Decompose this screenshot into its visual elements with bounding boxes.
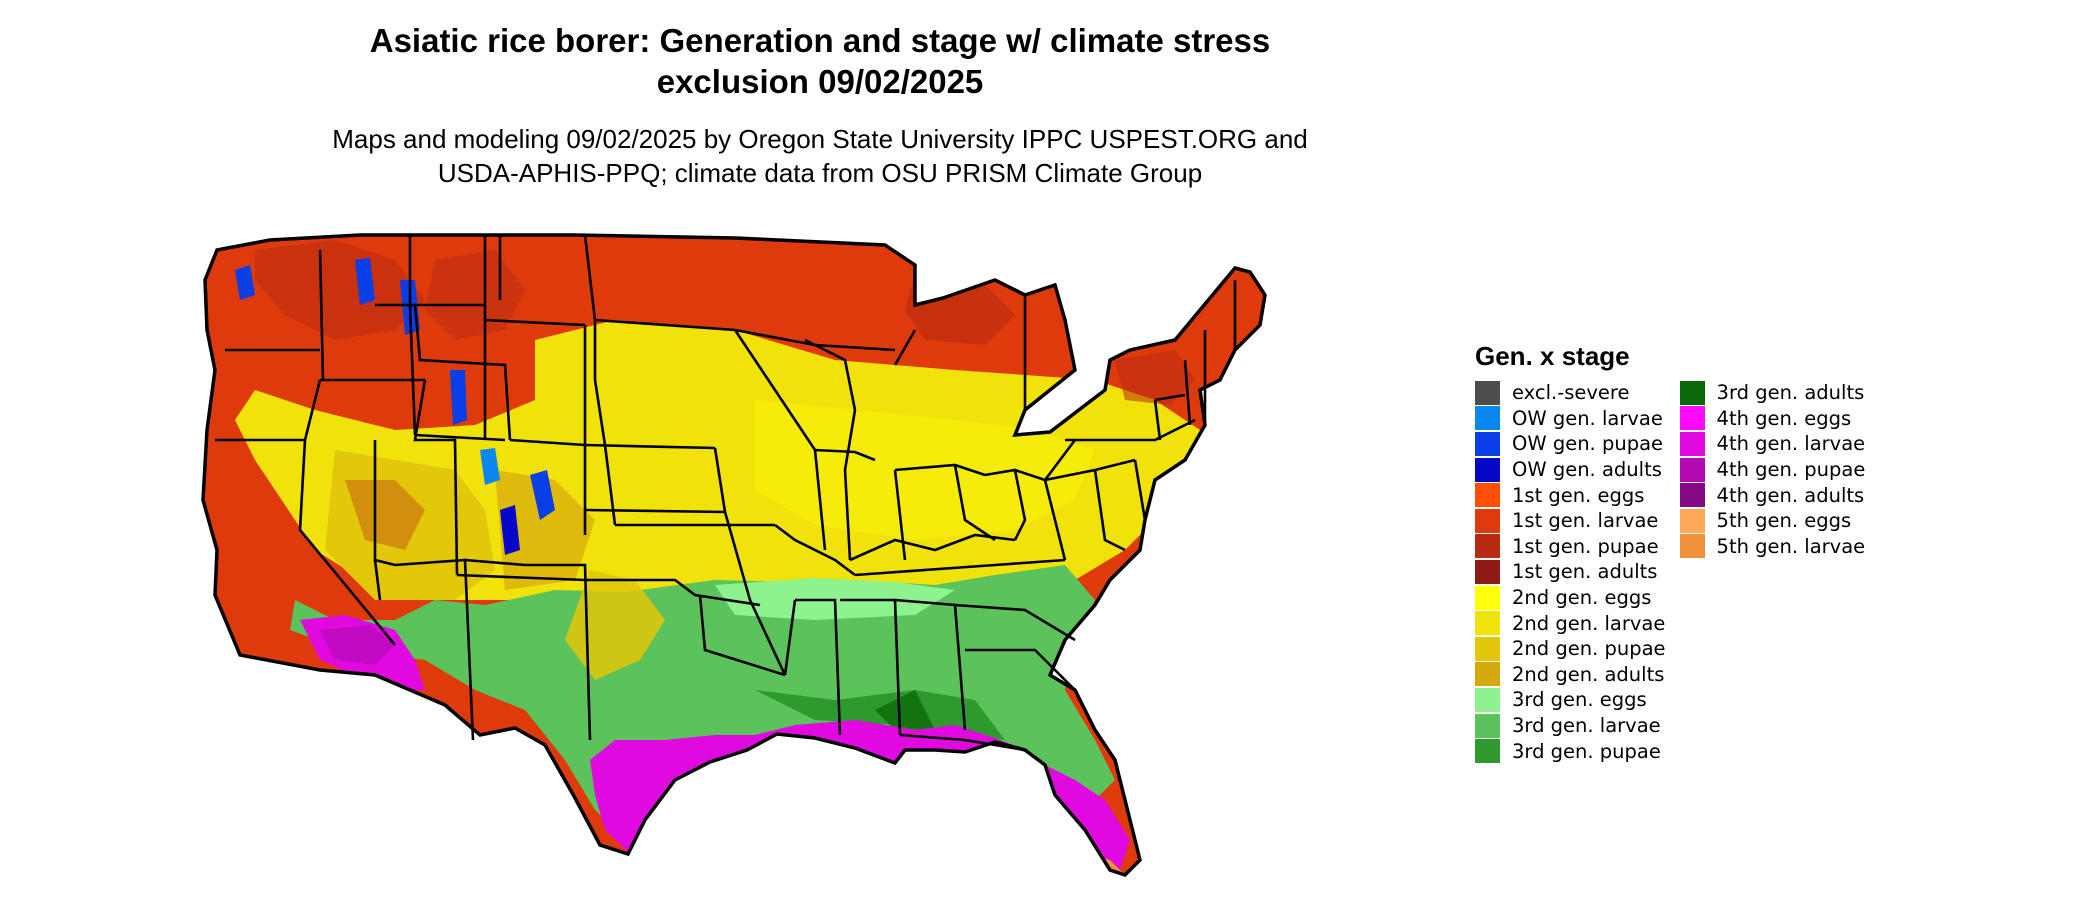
map-subtitle-line-2: USDA-APHIS-PPQ; climate data from OSU PR… [437,158,1203,188]
us-map [201,233,1267,877]
legend-swatch [1475,739,1500,764]
legend-swatch [1475,431,1500,456]
legend-item: 5th gen. larvae [1679,534,1866,560]
legend-title: Gen. x stage [1475,341,1630,371]
legend-item: 3rd gen. adults [1679,380,1866,406]
generation-stage-fill [203,235,1265,875]
legend-column-1: excl.-severe OW gen. larvae OW gen. pupa… [1475,380,1666,764]
legend-label: 2nd gen. larvae [1512,611,1666,635]
legend-label: OW gen. larvae [1512,406,1663,430]
legend-item: 3rd gen. eggs [1475,687,1666,713]
legend-swatch [1679,483,1705,508]
legend-swatch [1475,687,1500,712]
legend-item: 4th gen. adults [1679,482,1866,508]
legend-swatch [1475,585,1500,610]
legend-swatch [1475,483,1500,508]
legend-label: 2nd gen. pupae [1512,637,1666,661]
legend-item: excl.-severe [1475,380,1666,406]
legend-swatch [1475,406,1500,431]
legend-item: 1st gen. pupae [1475,534,1666,560]
legend: Gen. x stage excl.-severe OW gen. larvae… [1475,340,1865,764]
legend-label: 5th gen. larvae [1716,534,1866,558]
legend-item: OW gen. adults [1475,457,1666,483]
legend-swatch [1679,534,1705,559]
map-title: Asiatic rice borer: Generation and stage… [180,20,1460,102]
legend-label: 4th gen. pupae [1716,458,1866,482]
map-subtitle-line-1: Maps and modeling 09/02/2025 by Oregon S… [332,124,1308,154]
legend-item: OW gen. larvae [1475,406,1666,432]
legend-swatch [1475,457,1500,482]
legend-item: 3rd gen. larvae [1475,713,1666,739]
legend-swatch [1679,457,1705,482]
legend-label: OW gen. pupae [1512,432,1664,456]
legend-swatch [1475,611,1500,636]
legend-item: 2nd gen. larvae [1475,610,1666,636]
legend-label: OW gen. adults [1512,458,1662,482]
legend-swatch [1475,534,1500,559]
legend-label: 1st gen. adults [1512,560,1658,584]
legend-label: 2nd gen. adults [1512,662,1665,686]
legend-item: 1st gen. adults [1475,559,1666,585]
legend-item: OW gen. pupae [1475,431,1666,457]
legend-label: 4th gen. eggs [1716,406,1852,430]
legend-item: 2nd gen. pupae [1475,636,1666,662]
legend-swatch [1475,713,1500,738]
legend-swatch [1475,662,1500,687]
map-subtitle: Maps and modeling 09/02/2025 by Oregon S… [180,122,1460,190]
legend-swatch [1475,508,1500,533]
legend-label: 4th gen. adults [1716,483,1865,507]
legend-label: 3rd gen. adults [1716,381,1865,405]
legend-label: 1st gen. pupae [1512,534,1659,558]
legend-item: 4th gen. pupae [1679,457,1866,483]
legend-label: 1st gen. larvae [1512,509,1659,533]
legend-item: 1st gen. eggs [1475,482,1666,508]
legend-column-2: 3rd gen. adults 4th gen. eggs 4th gen. l… [1679,380,1866,764]
legend-label: 3rd gen. larvae [1512,714,1661,738]
legend-item: 5th gen. eggs [1679,508,1866,534]
legend-label: 3rd gen. pupae [1512,739,1661,763]
legend-item: 2nd gen. adults [1475,662,1666,688]
legend-swatch [1475,380,1500,405]
map-title-line-2: exclusion 09/02/2025 [656,63,984,100]
map-title-line-1: Asiatic rice borer: Generation and stage… [369,22,1271,59]
legend-swatch [1679,406,1705,431]
legend-item: 4th gen. eggs [1679,406,1866,432]
legend-swatch [1679,431,1705,456]
legend-swatch [1679,508,1705,533]
legend-swatch [1475,636,1500,661]
legend-item: 4th gen. larvae [1679,431,1866,457]
legend-label: 1st gen. eggs [1512,483,1645,507]
legend-label: 3rd gen. eggs [1512,688,1647,712]
legend-item: 3rd gen. pupae [1475,738,1666,764]
legend-label: excl.-severe [1512,381,1630,405]
legend-label: 4th gen. larvae [1716,432,1866,456]
legend-item: 1st gen. larvae [1475,508,1666,534]
legend-item: 2nd gen. eggs [1475,585,1666,611]
legend-label: 5th gen. eggs [1716,509,1852,533]
state-borders [215,234,1237,752]
legend-swatch [1679,380,1705,405]
legend-swatch [1475,559,1500,584]
legend-label: 2nd gen. eggs [1512,586,1652,610]
